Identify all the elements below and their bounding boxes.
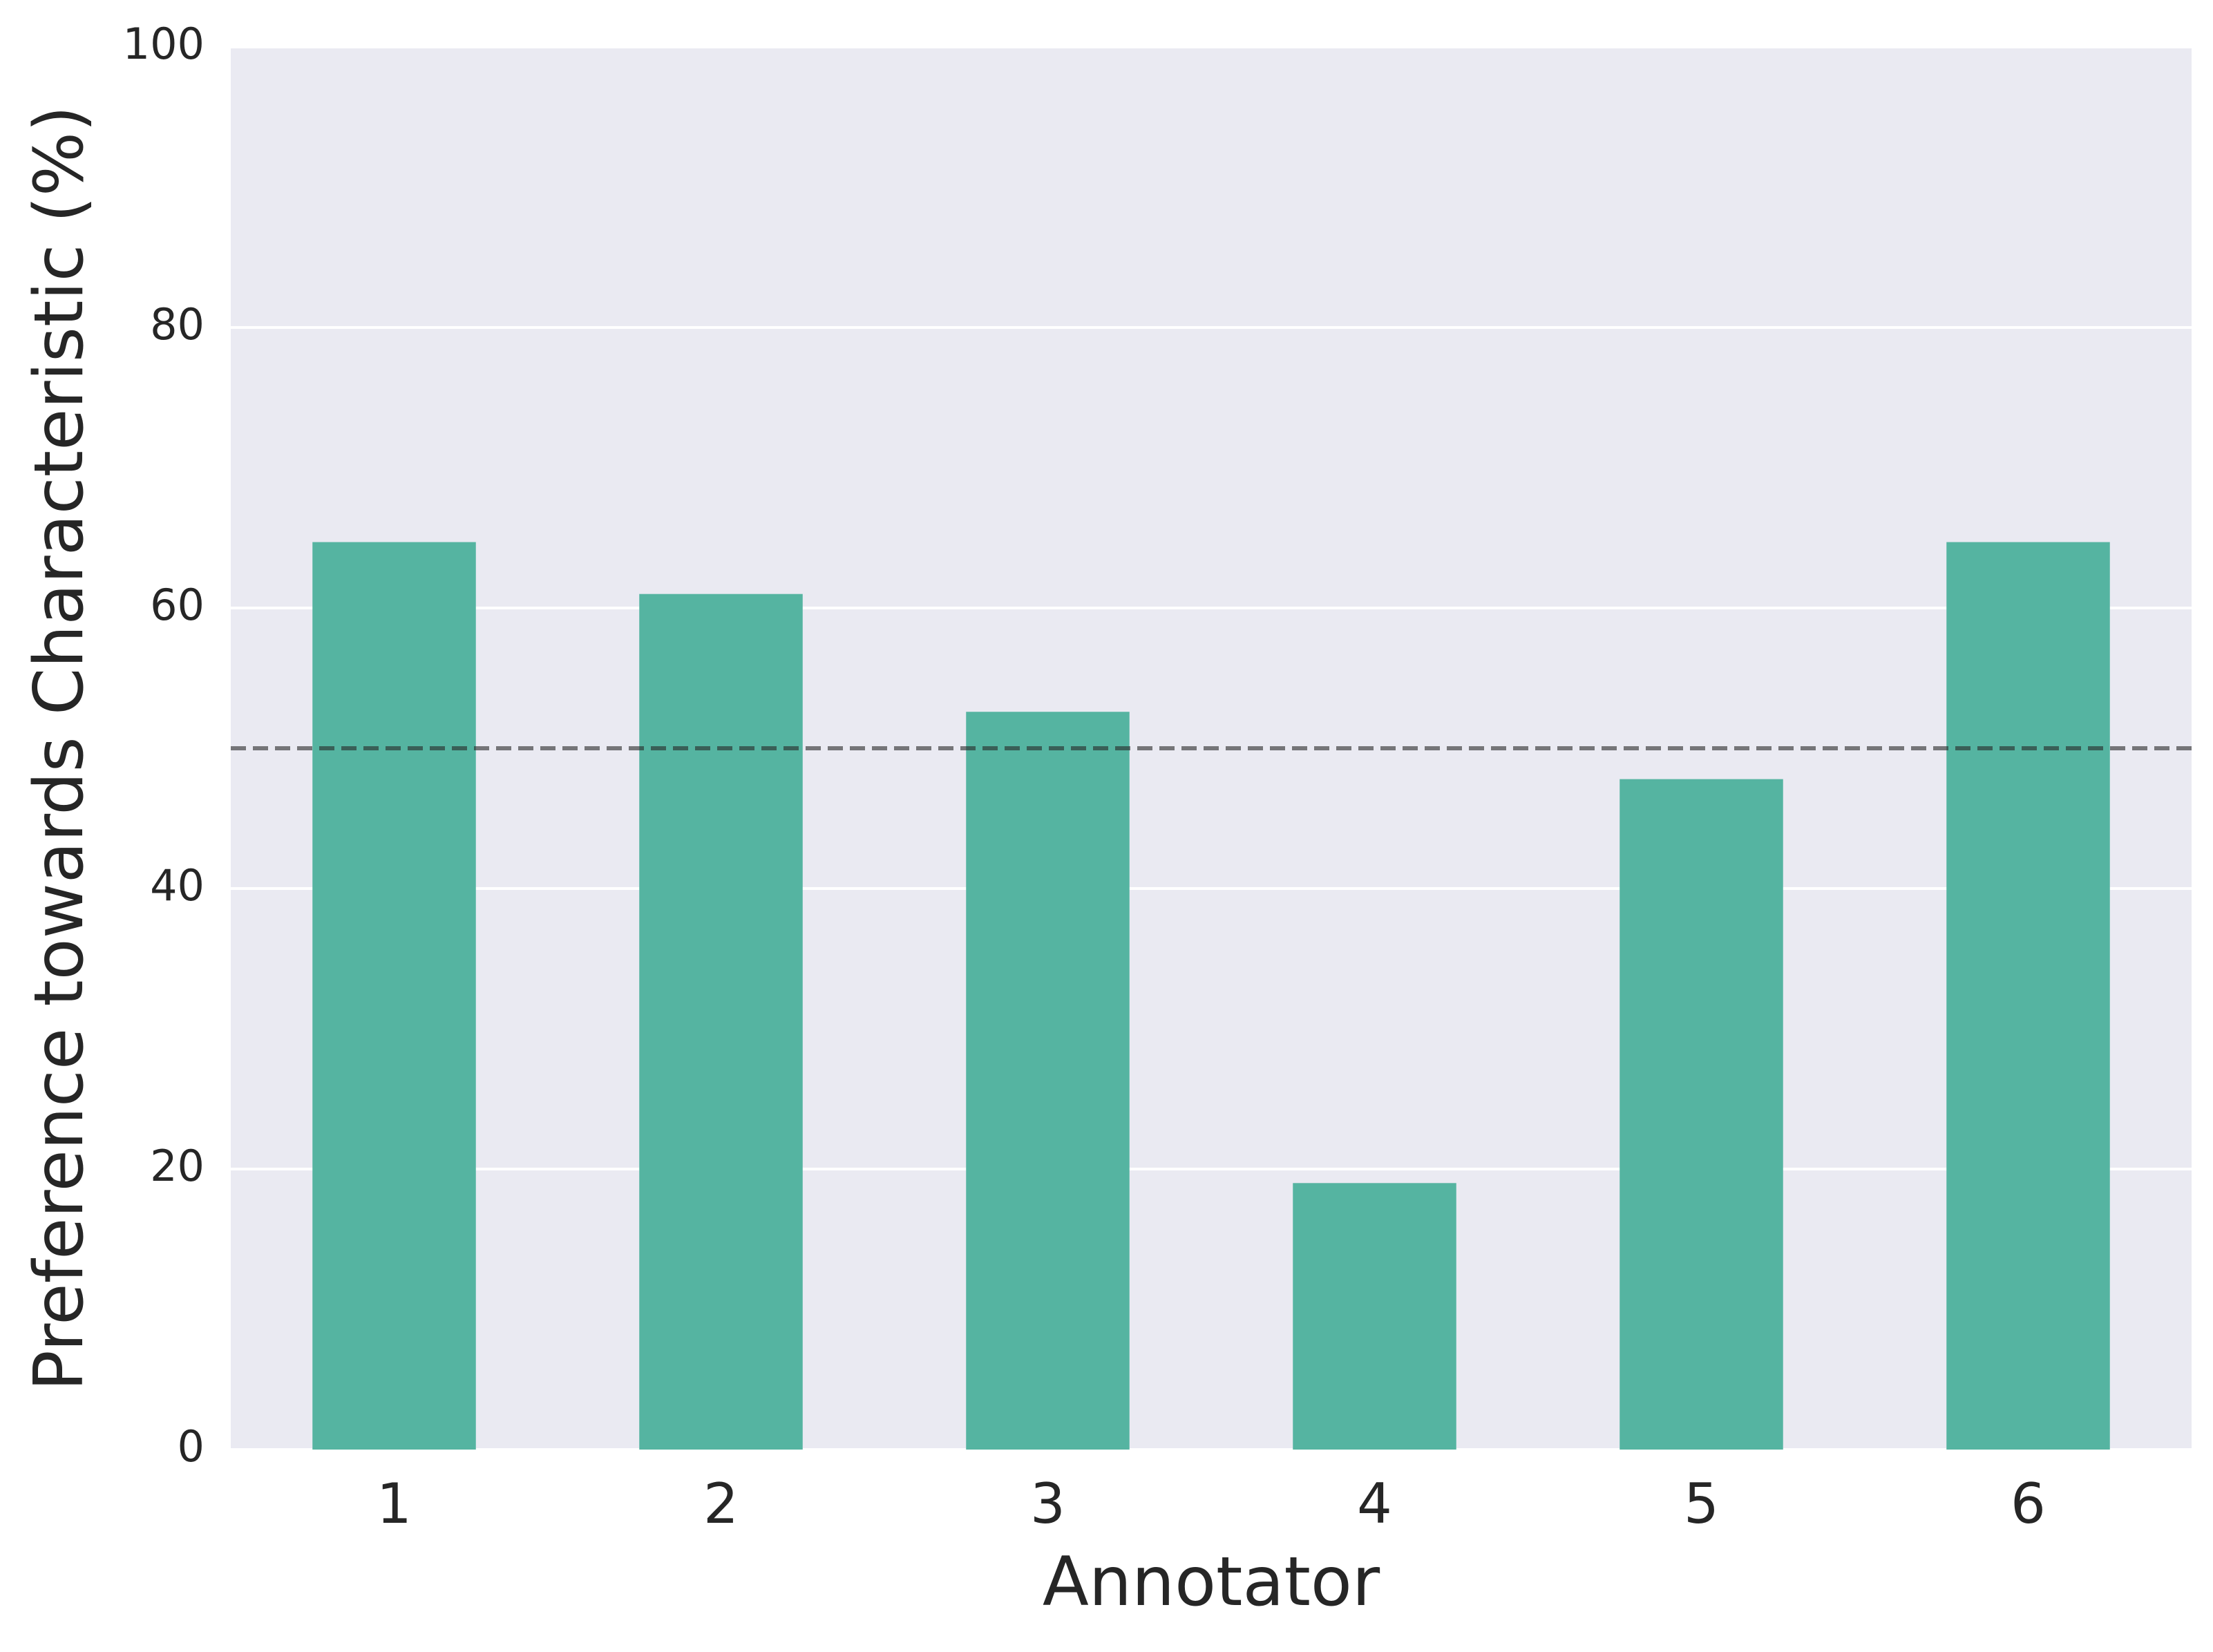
y-tick-label: 40 bbox=[150, 860, 205, 911]
x-tick-label: 1 bbox=[377, 1472, 412, 1536]
x-tick-label: 6 bbox=[2011, 1472, 2046, 1536]
bar bbox=[639, 594, 803, 1450]
bar bbox=[312, 542, 476, 1450]
x-tick-label: 5 bbox=[1684, 1472, 1719, 1536]
bar bbox=[1946, 542, 2110, 1450]
y-axis-label: Preference towards Characteristic (%) bbox=[20, 106, 99, 1391]
y-tick-label: 60 bbox=[150, 580, 205, 630]
x-tick-label: 4 bbox=[1357, 1472, 1392, 1536]
x-tick-label: 2 bbox=[703, 1472, 739, 1536]
y-tick-label: 20 bbox=[150, 1141, 205, 1191]
bar bbox=[966, 712, 1130, 1450]
x-axis-label: Annotator bbox=[1043, 1543, 1380, 1622]
y-tick-label: 0 bbox=[178, 1421, 205, 1472]
bar bbox=[1620, 779, 1783, 1450]
y-tick-label: 100 bbox=[123, 19, 205, 69]
x-tick-label: 3 bbox=[1030, 1472, 1065, 1536]
y-tick-label: 80 bbox=[150, 299, 205, 350]
bar bbox=[1293, 1183, 1456, 1450]
